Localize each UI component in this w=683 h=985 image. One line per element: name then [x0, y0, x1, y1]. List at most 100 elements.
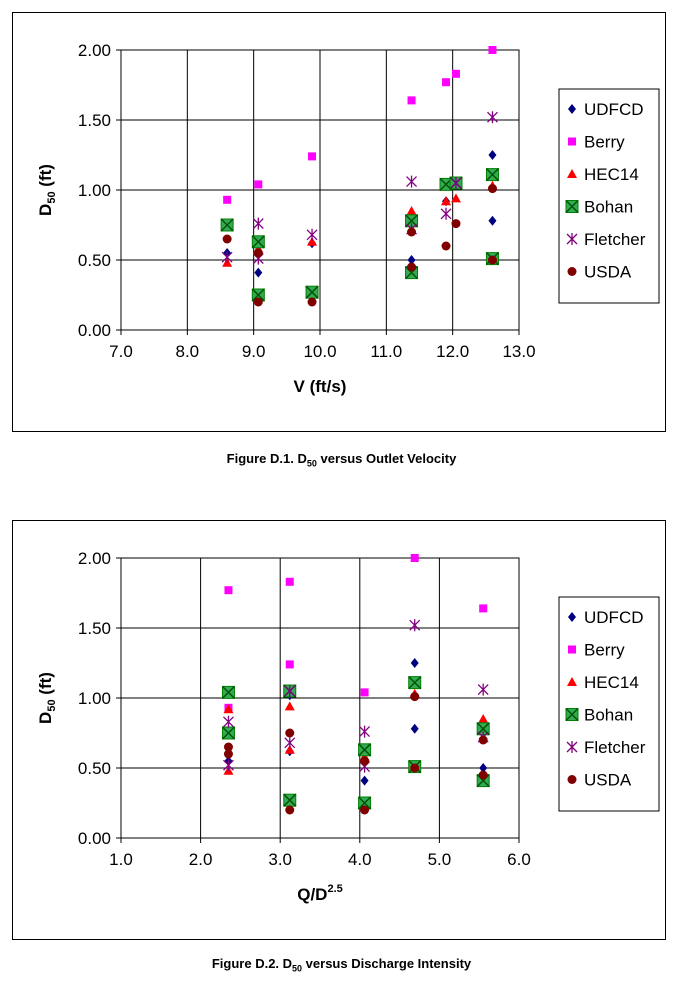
- chart-1-point-fletcher-4: [406, 175, 417, 188]
- chart-2-legend-marker-berry: [568, 645, 576, 654]
- chart-2-frame: 0.00 0.50 1.00 1.50 2.00 1.0 2.0 3.0 4.0 5.0 6.0 D5…: [12, 520, 666, 940]
- chart-1-point-fletcher-1: [252, 217, 264, 230]
- chart-1-point-usda-6: [441, 241, 451, 251]
- chart-1-point-berry-2: [308, 152, 317, 161]
- chart-2-legend-marker-usda: [567, 775, 577, 784]
- chart-2-point-bohan-3: [283, 793, 297, 807]
- chart-1-point-bohan-3: [305, 285, 319, 299]
- chart-1-plot-area: [120, 49, 520, 331]
- chart-1-ylabel: D50 (ft): [36, 164, 58, 216]
- chart-1-point-usda-9: [487, 255, 497, 265]
- chart-2-point-hec14-6: [478, 714, 489, 723]
- chart-1-point-usda-5: [407, 262, 417, 272]
- chart-2-point-fletcher-7: [477, 683, 489, 696]
- chart-2-point-fletcher-0: [223, 715, 234, 728]
- chart-2-legend-label-usda: USDA: [584, 771, 632, 790]
- chart-2-xlabel: Q/D2.5: [297, 883, 343, 904]
- chart-2-legend: UDFCD Berry HEC14 Bohan Fletcher USDA: [558, 596, 660, 812]
- chart-1-xtick-label-3: 10.0: [303, 342, 336, 361]
- chart-2-point-hec14-1: [223, 704, 234, 714]
- chart-2-ytick-label-3: 1.50: [78, 619, 111, 638]
- chart-2-xtick-label-4: 5.0: [428, 850, 452, 869]
- chart-2-plot-area: [120, 557, 520, 839]
- chart-2-legend-marker-udfcd: [568, 612, 576, 622]
- chart-1-point-hec14-2: [307, 236, 318, 246]
- chart-2-point-usda-9: [478, 770, 488, 780]
- chart-2-point-fletcher-3: [284, 685, 296, 697]
- chart-1-xtick-label-6: 13.0: [502, 342, 535, 361]
- chart-1-legend-label-udfcd: UDFCD: [584, 100, 644, 119]
- chart-2-point-bohan-0: [221, 685, 235, 699]
- chart-1-point-fletcher-3: [306, 228, 318, 241]
- chart-1-point-usda-0: [222, 234, 232, 244]
- chart-1-series-udfcd: [223, 150, 497, 278]
- chart-1-legend-label-berry: Berry: [584, 133, 625, 152]
- chart-1-point-usda-7: [451, 219, 461, 229]
- chart-1-grid: 0.00 0.50 1.00 1.50 2.00 7.0 8.0 9.0 10.0 11.0 12.…: [78, 41, 536, 361]
- chart-2-point-fletcher-1: [223, 759, 234, 772]
- chart-1-legend-marker-hec14: [567, 169, 577, 178]
- chart-1-point-udfcd-1: [254, 267, 263, 278]
- chart-2-series-berry: [224, 554, 488, 712]
- chart-2-legend-marker-fletcher: [566, 741, 578, 753]
- chart-2-legend-marker-hec14: [567, 677, 577, 686]
- chart-2-legend-label-fletcher: Fletcher: [584, 738, 646, 757]
- chart-1-xtick-label-1: 8.0: [176, 342, 200, 361]
- chart-2-point-usda-5: [360, 805, 370, 815]
- chart-2-legend-label-berry: Berry: [584, 641, 625, 660]
- chart-1-point-berry-0: [223, 195, 232, 204]
- chart-2-point-udfcd-5: [410, 723, 419, 734]
- chart-1-legend-label-usda: USDA: [584, 263, 632, 282]
- chart-1-series-berry: [223, 46, 497, 204]
- chart-1-point-bohan-0: [220, 218, 234, 232]
- chart-2-point-bohan-4: [358, 743, 372, 757]
- chart-1-point-usda-3: [307, 297, 317, 307]
- chart-2-ytick-label-2: 1.00: [78, 689, 111, 708]
- chart-2-point-usda-0: [223, 742, 233, 752]
- chart-2-point-berry-2: [285, 577, 294, 586]
- chart-2-svg: 0.00 0.50 1.00 1.50 2.00 1.0 2.0 3.0 4.0 5.0 6.0 D5…: [36, 549, 660, 904]
- chart-2-point-berry-0: [224, 586, 233, 595]
- chart-1-point-fletcher-7: [450, 177, 462, 189]
- chart-2-series-fletcher: [223, 619, 489, 773]
- chart-1-ytick-label-4: 2.00: [78, 41, 111, 60]
- chart-2-ytick-label-1: 0.50: [78, 759, 111, 778]
- chart-2-point-berry-6: [479, 604, 488, 613]
- chart-1-point-usda-2: [253, 297, 263, 307]
- chart-1-point-berry-3: [407, 96, 416, 105]
- chart-2-point-usda-1: [223, 749, 233, 759]
- chart-1-legend-marker-fletcher: [566, 233, 578, 245]
- chart-2-xtick-label-0: 1.0: [109, 850, 133, 869]
- chart-2-legend-label-bohan: Bohan: [584, 706, 633, 725]
- chart-1-caption: Figure D.1. D50 versus Outlet Velocity: [0, 451, 683, 469]
- chart-2-series-bohan: [221, 676, 490, 810]
- chart-2-point-usda-7: [410, 763, 420, 773]
- chart-2-xtick-label-3: 4.0: [348, 850, 372, 869]
- chart-1-series-bohan: [220, 168, 499, 302]
- chart-1-ytick-label-1: 0.50: [78, 251, 111, 270]
- chart-2-point-berry-4: [360, 688, 369, 697]
- chart-1-xtick-label-5: 12.0: [436, 342, 469, 361]
- chart-1-legend-label-fletcher: Fletcher: [584, 230, 646, 249]
- caption-2-sub: 50: [292, 963, 303, 974]
- chart-2-caption: Figure D.2. D50 versus Discharge Intensi…: [0, 956, 683, 974]
- chart-2-point-berry-5: [410, 554, 419, 562]
- chart-2-point-usda-8: [478, 735, 488, 745]
- chart-2-series-udfcd: [224, 658, 488, 786]
- chart-1-legend-box: [558, 88, 660, 304]
- chart-2-point-udfcd-4: [410, 658, 419, 668]
- chart-1-points: [220, 46, 499, 307]
- chart-2-point-usda-6: [410, 692, 420, 702]
- chart-2-series-usda: [223, 692, 488, 815]
- chart-1-legend-marker-udfcd: [568, 104, 576, 114]
- chart-2-point-fletcher-2: [284, 736, 296, 749]
- chart-2-ytick-label-0: 0.00: [78, 829, 111, 848]
- chart-1-frame: 0.00 0.50 1.00 1.50 2.00 7.0 8.0 9.0 10.0 11.0 12.…: [12, 12, 666, 432]
- chart-1-point-fletcher-0: [221, 251, 233, 264]
- chart-2-legend-marker-bohan: [565, 707, 579, 722]
- chart-2-grid: 0.00 0.50 1.00 1.50 2.00 1.0 2.0 3.0 4.0 5.0 6.0: [78, 549, 531, 869]
- chart-1-point-fletcher-8: [487, 111, 498, 124]
- chart-1-xtick-label-2: 9.0: [242, 342, 266, 361]
- chart-1-legend-marker-usda: [567, 267, 577, 276]
- chart-2-legend-label-udfcd: UDFCD: [584, 608, 644, 627]
